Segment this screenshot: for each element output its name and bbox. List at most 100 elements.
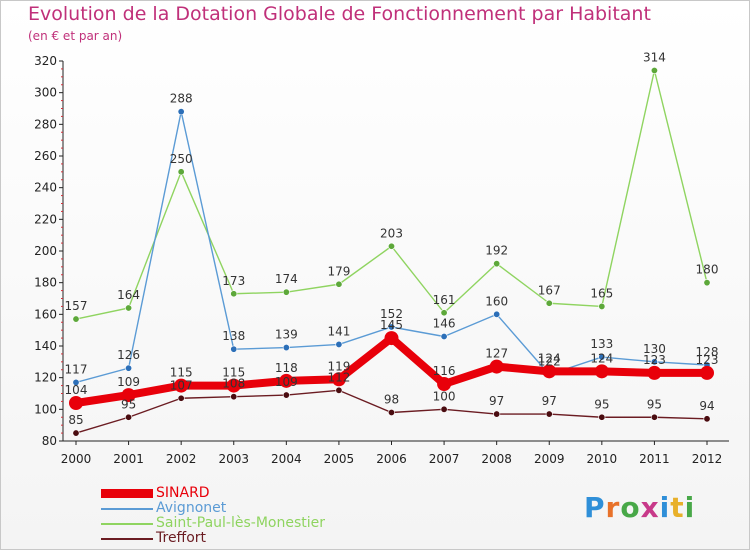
- legend-item: SINARD: [101, 486, 325, 501]
- data-label-treffort: 95: [121, 397, 136, 411]
- x-tick-label: 2002: [166, 452, 197, 466]
- x-tick-label: 2005: [324, 452, 355, 466]
- y-tick-label: 200: [34, 244, 57, 258]
- data-point-sinard: [174, 378, 189, 393]
- data-point-saint-paul-l-s-monestier: [440, 309, 448, 317]
- logo-letter: i: [684, 491, 696, 524]
- data-label-treffort: 107: [170, 378, 193, 392]
- data-label-sinard: 124: [538, 351, 561, 365]
- data-label-sinard: 115: [222, 366, 245, 380]
- data-point-saint-paul-l-s-monestier: [650, 67, 658, 75]
- data-point-treffort: [650, 413, 658, 421]
- data-point-saint-paul-l-s-monestier: [177, 168, 185, 176]
- data-label-saint-paul-l-s-monestier: 165: [590, 286, 613, 300]
- data-point-avignonet: [230, 345, 238, 353]
- data-point-saint-paul-l-s-monestier: [230, 290, 238, 298]
- y-tick-label: 180: [34, 276, 57, 290]
- x-tick-label: 2000: [61, 452, 92, 466]
- data-point-treffort: [125, 413, 133, 421]
- data-point-sinard: [489, 359, 504, 374]
- data-label-treffort: 97: [542, 394, 557, 408]
- data-label-avignonet: 160: [485, 294, 508, 308]
- legend-item: Avignonet: [101, 501, 325, 516]
- logo-letter: x: [640, 491, 660, 524]
- data-point-treffort: [282, 391, 290, 399]
- data-label-avignonet: 146: [433, 317, 456, 331]
- data-point-sinard: [331, 372, 346, 387]
- logo-letter: r: [605, 491, 621, 524]
- data-label-saint-paul-l-s-monestier: 157: [65, 299, 88, 313]
- x-tick-label: 2010: [587, 452, 618, 466]
- data-point-treffort: [72, 429, 80, 437]
- y-tick-label: 80: [42, 434, 57, 448]
- logo-letter: P: [584, 491, 606, 524]
- y-tick-label: 240: [34, 181, 57, 195]
- legend-swatch: [101, 507, 153, 510]
- chart-subtitle: (en € et par an): [28, 29, 123, 43]
- data-label-saint-paul-l-s-monestier: 161: [433, 293, 456, 307]
- data-label-treffort: 98: [384, 393, 399, 407]
- data-point-sinard: [594, 364, 609, 379]
- data-label-avignonet: 141: [327, 324, 350, 338]
- data-point-treffort: [387, 408, 395, 416]
- data-point-treffort: [440, 405, 448, 413]
- y-tick-label: 160: [34, 307, 57, 321]
- data-point-saint-paul-l-s-monestier: [598, 302, 606, 310]
- x-tick-label: 2011: [639, 452, 670, 466]
- legend-item: Treffort: [101, 531, 325, 546]
- data-label-treffort: 100: [433, 389, 456, 403]
- legend-label: Treffort: [156, 530, 207, 546]
- data-label-sinard: 145: [380, 318, 403, 332]
- y-tick-label: 140: [34, 339, 57, 353]
- legend-swatch: [101, 537, 153, 540]
- data-label-sinard: 123: [696, 353, 719, 367]
- data-label-sinard: 109: [117, 375, 140, 389]
- data-label-avignonet: 126: [117, 348, 140, 362]
- data-label-saint-paul-l-s-monestier: 250: [170, 152, 193, 166]
- data-label-saint-paul-l-s-monestier: 174: [275, 272, 298, 286]
- data-point-treffort: [230, 393, 238, 401]
- data-point-sinard: [226, 378, 241, 393]
- series-line-saint-paul-l-s-monestier: [75, 69, 708, 320]
- data-point-sinard: [437, 377, 452, 391]
- y-tick-label: 300: [34, 86, 57, 100]
- logo-letter: i: [659, 491, 671, 524]
- proxiti-logo: Proxiti: [584, 491, 695, 524]
- x-tick-label: 2006: [376, 452, 407, 466]
- data-point-treffort: [703, 415, 711, 423]
- x-tick-label: 2007: [429, 452, 460, 466]
- data-point-saint-paul-l-s-monestier: [545, 299, 553, 307]
- data-point-sinard: [700, 365, 714, 380]
- data-point-treffort: [598, 413, 606, 421]
- data-point-avignonet: [335, 340, 343, 348]
- legend-label: SINARD: [156, 485, 210, 501]
- data-label-saint-paul-l-s-monestier: 192: [485, 244, 508, 258]
- data-label-treffort: 94: [699, 399, 714, 413]
- data-point-treffort: [493, 410, 501, 418]
- data-point-avignonet: [177, 108, 185, 116]
- data-point-avignonet: [72, 378, 80, 386]
- data-label-avignonet: 117: [65, 362, 88, 376]
- data-point-saint-paul-l-s-monestier: [335, 280, 343, 288]
- data-label-saint-paul-l-s-monestier: 164: [117, 288, 140, 302]
- data-label-treffort: 112: [327, 370, 350, 384]
- data-point-sinard: [384, 331, 399, 346]
- x-tick-label: 2004: [271, 452, 302, 466]
- data-label-avignonet: 133: [590, 337, 613, 351]
- data-label-avignonet: 138: [222, 329, 245, 343]
- data-label-sinard: 127: [485, 347, 508, 361]
- data-label-avignonet: 139: [275, 328, 298, 342]
- legend-swatch: [101, 489, 153, 498]
- data-point-saint-paul-l-s-monestier: [493, 260, 501, 268]
- data-point-sinard: [69, 396, 83, 410]
- data-point-treffort: [177, 394, 185, 402]
- data-point-avignonet: [650, 358, 658, 366]
- data-label-sinard: 115: [170, 366, 193, 380]
- data-point-avignonet: [387, 323, 395, 331]
- y-tick-label: 320: [34, 54, 57, 68]
- legend-label: Avignonet: [156, 500, 227, 516]
- y-tick-label: 220: [34, 212, 57, 226]
- data-label-sinard: 104: [65, 383, 88, 397]
- data-label-avignonet: 288: [170, 92, 193, 106]
- y-tick-label: 280: [34, 117, 57, 131]
